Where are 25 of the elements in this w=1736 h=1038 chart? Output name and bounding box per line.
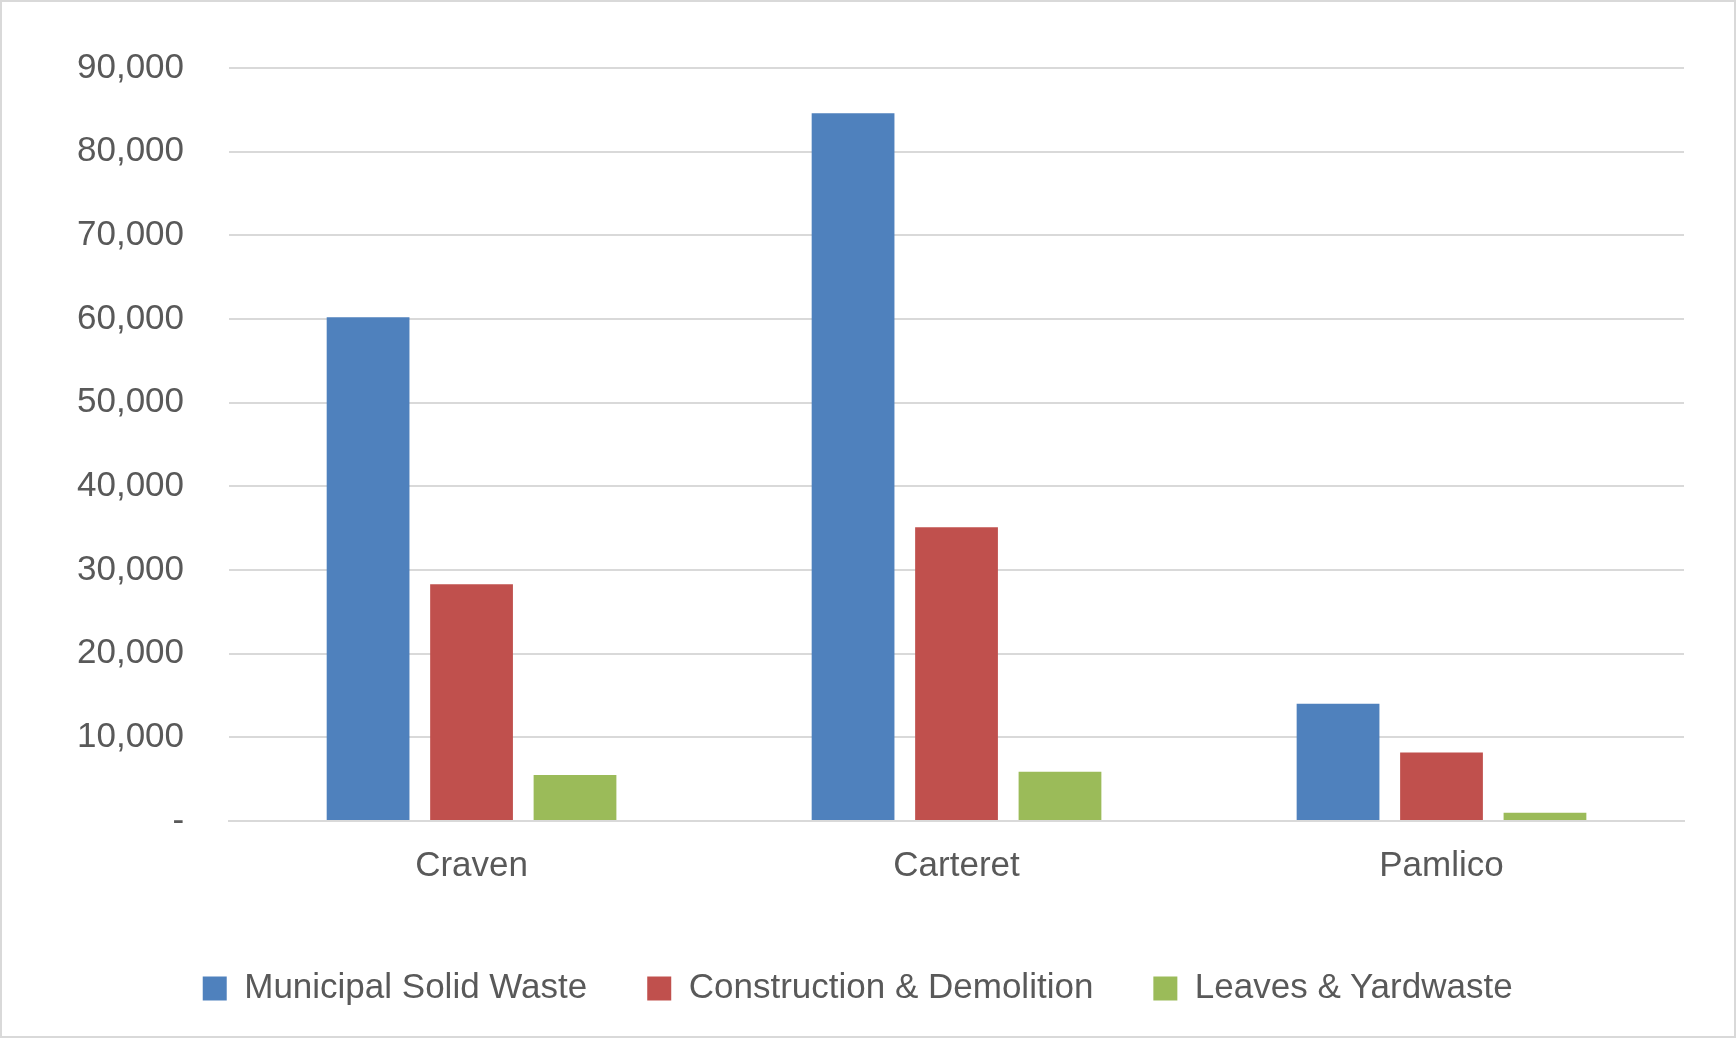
bar xyxy=(430,584,513,820)
bar xyxy=(1296,703,1380,820)
y-tick-label: 60,000 xyxy=(76,296,185,336)
bar xyxy=(811,113,895,820)
y-tick-label: 30,000 xyxy=(76,547,185,587)
bar xyxy=(1018,771,1102,820)
bar xyxy=(915,527,998,820)
y-tick-label: 70,000 xyxy=(76,212,185,252)
x-tick-label: Carteret xyxy=(893,843,1021,883)
bar xyxy=(533,774,617,820)
y-tick-label: 90,000 xyxy=(76,45,185,85)
y-tick-label: - xyxy=(172,798,185,838)
y-tick-label: 20,000 xyxy=(76,631,185,671)
y-tick-label: 50,000 xyxy=(76,380,185,420)
bar xyxy=(1400,752,1483,820)
y-tick-label: 10,000 xyxy=(76,714,185,754)
y-tick-label: 40,000 xyxy=(76,463,185,503)
legend-label: Leaves & Yardwaste xyxy=(1194,966,1513,1006)
bar xyxy=(1503,812,1587,820)
y-tick-label: 80,000 xyxy=(76,129,185,169)
x-tick-label: Craven xyxy=(415,843,528,883)
legend-label: Construction & Demolition xyxy=(688,966,1094,1006)
legend-label: Municipal Solid Waste xyxy=(244,966,588,1006)
x-tick-label: Pamlico xyxy=(1379,843,1504,883)
bar xyxy=(326,317,410,820)
